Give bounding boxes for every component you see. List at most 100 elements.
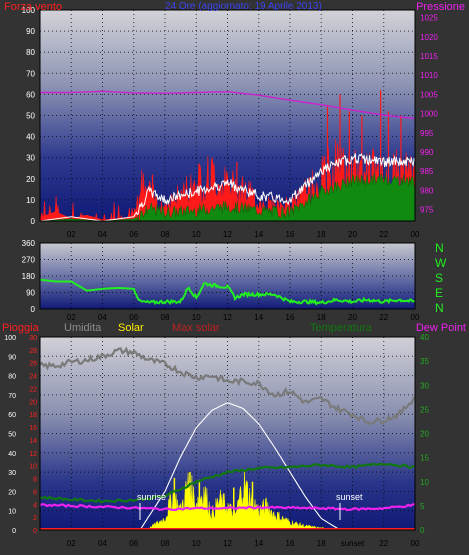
pressure-y-tick-label: 990 [420, 148, 434, 157]
header-wind-label: Forza vento [4, 1, 63, 13]
wind-y-tick-label: 100 [22, 6, 36, 15]
rain-y-tick-label: 0 [33, 528, 37, 535]
wind-y-tick-label: 70 [26, 69, 35, 78]
pressure-y-tick-label: 1010 [420, 71, 438, 80]
direction-panel-x-tick-label: 12 [223, 313, 232, 322]
pressure-y-tick-label: 1020 [420, 33, 438, 42]
temperature-y-tick-label: 5 [420, 502, 425, 511]
rain-y-tick-label: 16 [29, 425, 37, 432]
pressure-y-tick-label: 1000 [420, 110, 438, 119]
wind-panel-x-tick-label: 20 [348, 230, 357, 239]
dir-letter-n-bottom: N [435, 301, 444, 315]
wind-y-tick-label: 90 [26, 27, 35, 36]
rain-y-tick-label: 12 [29, 451, 37, 458]
wind-panel-x-tick-label: 08 [161, 230, 170, 239]
direction-panel-border [39, 242, 416, 310]
humidity-y-tick-label: 80 [8, 374, 16, 381]
rain-y-tick-label: 4 [33, 502, 37, 509]
sunset-label: sunset [336, 492, 363, 502]
direction-panel-x-tick-label: 04 [98, 313, 107, 322]
legend-rain: Pioggia [2, 322, 39, 334]
rain-y-tick-label: 6 [33, 489, 37, 496]
weather-panel-x-tick-label: 10 [192, 539, 201, 548]
direction-panel-x-tick-label: 22 [379, 313, 388, 322]
humidity-y-tick-label: 50 [8, 432, 16, 439]
direction-panel-x-tick-label: 02 [67, 313, 76, 322]
wind-panel-x-tick-label: 02 [67, 230, 76, 239]
max-solar-curve [139, 402, 341, 531]
wind-panel-x-tick-label: 16 [286, 230, 295, 239]
wind-y-tick-label: 50 [26, 112, 35, 121]
dir-letter-w: W [435, 256, 447, 270]
direction-y-tick-label: 360 [22, 239, 36, 248]
dir-letter-e: E [435, 286, 444, 300]
direction-y-tick-label: 270 [22, 256, 36, 265]
wind-y-tick-label: 20 [26, 175, 35, 184]
header-title: 24 Ore (aggiornato: 19 Aprile 2013) [165, 1, 322, 12]
wind-y-tick-label: 60 [26, 90, 35, 99]
wind-direction-line [39, 278, 416, 306]
rain-y-tick-label: 2 [33, 515, 37, 522]
legend-max-solar: Max solar [172, 322, 220, 334]
weather-panel-border [39, 336, 416, 531]
direction-panel-x-tick-label: 06 [129, 313, 138, 322]
weather-panel-x-tick-label: 00 [411, 539, 420, 548]
dir-letter-s: S [435, 271, 444, 285]
legend-dew-point: Dew Point [415, 322, 466, 334]
temperature-y-tick-label: 0 [420, 526, 425, 535]
wind-y-tick-label: 80 [26, 48, 35, 57]
legend-temperature: Temperatura [310, 322, 372, 334]
rain-y-tick-label: 24 [29, 374, 37, 381]
direction-panel-x-tick-label: 20 [348, 313, 357, 322]
pressure-y-tick-label: 1025 [420, 14, 438, 23]
rain-y-tick-label: 28 [29, 348, 37, 355]
weather-panel-x-tick-label: 08 [161, 539, 170, 548]
sunrise-label: sunrise [137, 492, 167, 502]
humidity-y-tick-label: 90 [8, 354, 16, 361]
direction-y-tick-label: 0 [31, 305, 36, 314]
humidity-y-tick-label: 100 [4, 335, 16, 342]
legend-humidity: Umidita [64, 322, 102, 334]
humidity-y-tick-label: 20 [8, 489, 16, 496]
wind-panel-x-tick-label: 14 [254, 230, 263, 239]
direction-y-tick-label: 180 [22, 272, 36, 281]
rain-y-tick-label: 8 [33, 477, 37, 484]
wind-panel-x-tick-label: 22 [379, 230, 388, 239]
temperature-y-tick-label: 30 [420, 381, 429, 390]
humidity-y-tick-label: 0 [12, 528, 16, 535]
wind-y-tick-label: 30 [26, 154, 35, 163]
header-pressure-label: Pressione [416, 1, 465, 13]
legend-solar: Solar [118, 322, 144, 334]
direction-panel-x-tick-label: 16 [286, 313, 295, 322]
pressure-y-tick-label: 1005 [420, 90, 438, 99]
humidity-y-tick-label: 60 [8, 412, 16, 419]
weather-panel-x-tick-label: 16 [286, 539, 295, 548]
wind-panel-x-tick-label: 10 [192, 230, 201, 239]
rain-y-tick-label: 22 [29, 386, 37, 393]
weather-panel-x-tick-label: 06 [129, 539, 138, 548]
pressure-y-tick-label: 980 [420, 186, 434, 195]
direction-panel-x-tick-label: 08 [161, 313, 170, 322]
weather-panel-x-tick-label: 22 [379, 539, 388, 548]
rain-y-tick-label: 20 [29, 399, 37, 406]
weather-panel-x-tick-label: 14 [254, 539, 263, 548]
direction-panel-x-tick-label: 18 [317, 313, 326, 322]
humidity-y-tick-label: 70 [8, 393, 16, 400]
weather-panel-x-tick-label: 02 [67, 539, 76, 548]
wind-panel-x-tick-label: 12 [223, 230, 232, 239]
temperature-y-tick-label: 20 [420, 430, 429, 439]
dir-letter-n-top: N [435, 241, 444, 255]
weather-panel-x-tick-label: 04 [98, 539, 107, 548]
direction-y-tick-label: 90 [26, 289, 35, 298]
wind-panel-x-tick-label: 18 [317, 230, 326, 239]
humidity-y-tick-label: 10 [8, 509, 16, 516]
wind-panel-x-tick-label: 04 [98, 230, 107, 239]
pressure-line [40, 90, 416, 120]
rain-y-tick-label: 10 [29, 464, 37, 471]
pressure-y-tick-label: 995 [420, 129, 434, 138]
rain-y-tick-label: 30 [29, 335, 37, 342]
humidity-y-tick-label: 40 [8, 451, 16, 458]
wind-y-tick-label: 40 [26, 133, 35, 142]
